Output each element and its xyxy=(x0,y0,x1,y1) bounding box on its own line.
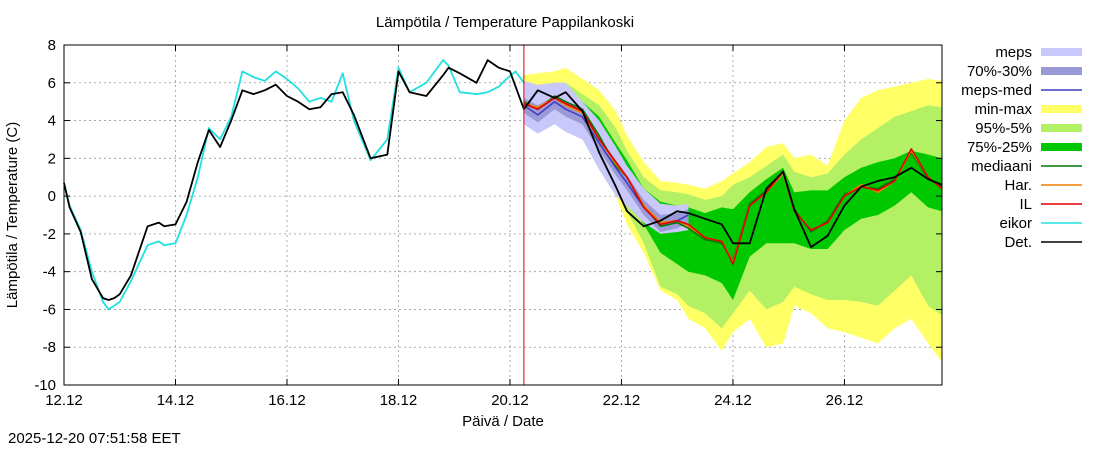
series-lines xyxy=(63,59,943,311)
legend-label: meps xyxy=(995,44,1032,61)
y-tick-label: 4 xyxy=(48,113,56,130)
x-axis-label: Päivä / Date xyxy=(462,413,544,430)
x-tick-label: 16.12 xyxy=(268,392,306,409)
legend-swatch xyxy=(1041,124,1082,132)
legend-label: 95%-5% xyxy=(975,120,1032,137)
timestamp: 2025-12-20 07:51:58 EET xyxy=(8,430,181,447)
chart-title: Lämpötila / Temperature Pappilankoski xyxy=(376,14,634,31)
x-tick-label: 26.12 xyxy=(826,392,864,409)
series-il xyxy=(523,97,943,265)
legend-label: min-max xyxy=(974,101,1032,118)
plot-frame xyxy=(63,44,943,386)
x-tick-label: 24.12 xyxy=(714,392,752,409)
legend: meps 70%-30% meps-med min-max 95%-5% 75%-25% m… xyxy=(961,44,1082,251)
legend-label: 75%-25% xyxy=(967,139,1032,156)
y-tick-label: 8 xyxy=(48,37,56,54)
legend-swatch xyxy=(1041,48,1082,56)
legend-swatch xyxy=(1041,105,1082,113)
series-det- xyxy=(63,59,943,301)
x-tick-label: 22.12 xyxy=(603,392,641,409)
forecast-bands xyxy=(523,67,942,363)
band-95-5- xyxy=(523,82,942,329)
y-tick-label: -6 xyxy=(43,301,56,318)
y-tick-label: -4 xyxy=(43,264,56,281)
x-tick-label: 18.12 xyxy=(380,392,418,409)
legend-label: Det. xyxy=(1004,234,1032,251)
legend-label: eikor xyxy=(999,215,1032,232)
y-tick-label: 0 xyxy=(48,188,56,205)
legend-label: Har. xyxy=(1004,177,1032,194)
band-70-30- xyxy=(523,96,689,232)
x-tick-label: 12.12 xyxy=(45,392,83,409)
y-tick-label: 2 xyxy=(48,150,56,167)
legend-label: 70%-30% xyxy=(967,63,1032,80)
x-tick-label: 14.12 xyxy=(157,392,195,409)
legend-swatch xyxy=(1041,143,1082,151)
y-tick-label: -10 xyxy=(34,377,56,394)
y-tick-label: 6 xyxy=(48,75,56,92)
y-tick-label: -2 xyxy=(43,226,56,243)
legend-label: mediaani xyxy=(971,158,1032,175)
legend-label: IL xyxy=(1019,196,1032,213)
y-tick-label: -8 xyxy=(43,339,56,356)
axis-ticks: -10 -8 -6 -4 -2 0 2 4 6 8 12.12 14.12 16.12 18.12 20.1… xyxy=(34,37,942,409)
series-eikor xyxy=(63,59,525,311)
legend-swatch xyxy=(1041,67,1082,75)
x-tick-label: 20.12 xyxy=(491,392,529,409)
y-axis-label: Lämpötila / Temperature (C) xyxy=(4,122,21,308)
legend-label: meps-med xyxy=(961,82,1032,99)
